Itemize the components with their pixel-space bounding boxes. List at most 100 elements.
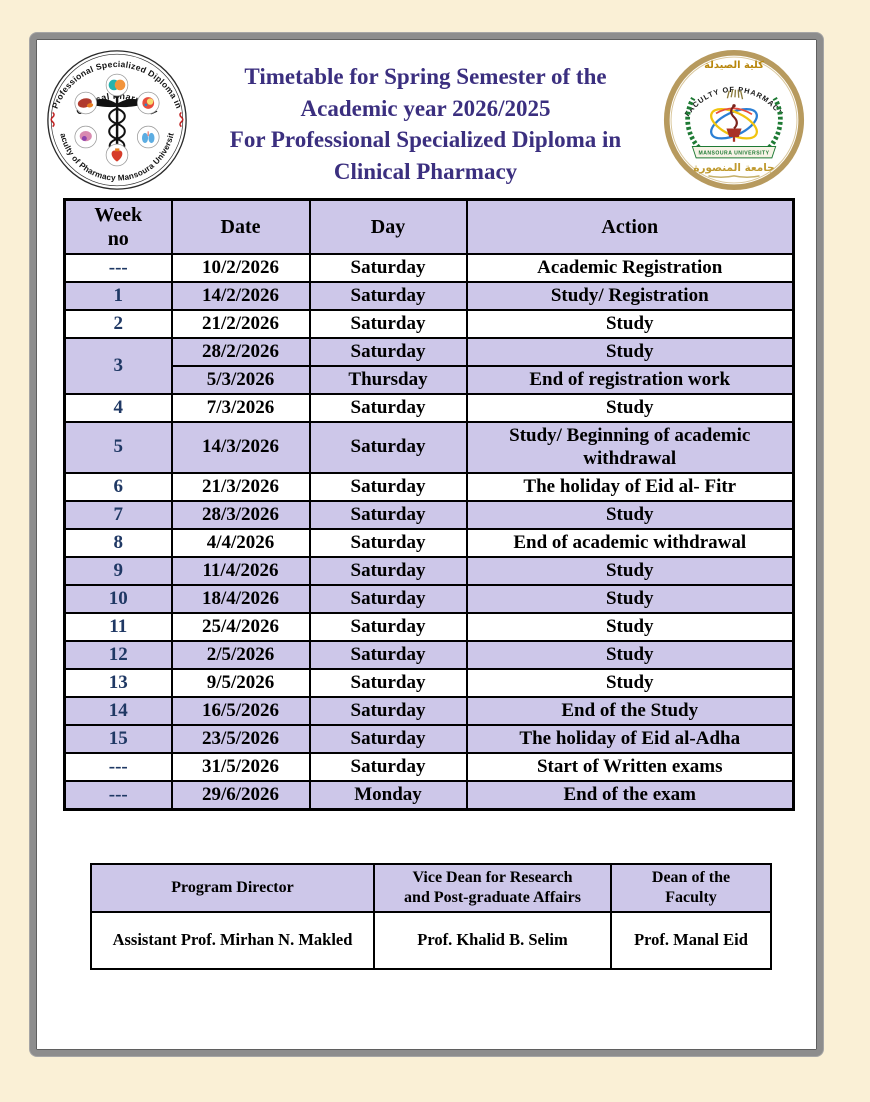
action-cell: Study/ Registration	[465, 280, 795, 311]
date-cell: 7/3/2026	[170, 392, 311, 423]
timetable-row: 7 28/3/2026 Saturday Study	[63, 500, 795, 530]
day-cell: Saturday	[308, 696, 468, 726]
lungs-icon	[136, 125, 160, 149]
date-cell: 23/5/2026	[170, 724, 311, 754]
uterus-icon	[74, 125, 98, 149]
red-flourish-left	[50, 111, 55, 128]
date-cell: 29/6/2026	[170, 779, 311, 811]
week-cell: 8	[63, 528, 173, 558]
week-cell: ---	[63, 252, 173, 283]
action-cell: Academic Registration	[465, 252, 795, 283]
timetable-row: 5 14/3/2026 Saturday Study/ Beginning of ac…	[63, 420, 795, 474]
timetable-row: 14 16/5/2026 Saturday End of the Study	[63, 696, 795, 726]
date-cell: 31/5/2026	[170, 752, 311, 782]
timetable-row: 2 21/2/2026 Saturday Study	[63, 308, 795, 339]
week-cell: 5	[63, 420, 173, 474]
action-cell: Study	[465, 612, 795, 642]
action-cell: Study	[465, 584, 795, 614]
day-cell: Saturday	[308, 392, 468, 423]
timetable-row: 4 7/3/2026 Saturday Study	[63, 392, 795, 423]
day-cell: Saturday	[308, 640, 468, 670]
heart-icon	[105, 143, 129, 167]
week-cell: 7	[63, 500, 173, 530]
date-cell: 28/2/2026	[170, 336, 311, 367]
week-cell: 13	[63, 668, 173, 698]
timetable-row: 1 14/2/2026 Saturday Study/ Registration	[63, 280, 795, 311]
title-line-4: Clinical Pharmacy	[333, 159, 518, 185]
action-cell: Study	[465, 640, 795, 670]
action-cell: Study/ Beginning of academic withdrawal	[465, 420, 795, 474]
brain-icon	[105, 73, 129, 97]
action-cell: Start of Written exams	[465, 752, 795, 782]
action-cell: Study	[465, 392, 795, 423]
date-cell: 21/2/2026	[170, 308, 311, 339]
faculty-logo: كلية الصيدلة FACULTY OF PHARMACY	[663, 49, 805, 191]
week-cell: 6	[63, 472, 173, 502]
timetable-row: 3 28/2/2026 Saturday Study	[63, 336, 795, 395]
timetable-row: 11 25/4/2026 Saturday Study	[63, 612, 795, 642]
university-banner-text: MANSOURA UNIVERSITY	[699, 151, 770, 157]
day-cell: Saturday	[308, 336, 468, 367]
faculty-logo-arabic-top: كلية الصيدلة	[704, 60, 764, 71]
action-cell: End of the exam	[465, 779, 795, 811]
week-cell: 4	[63, 392, 173, 423]
diploma-logo-icon: Professional Specialized Diploma in Clin…	[46, 49, 187, 190]
date-cell: 25/4/2026	[170, 612, 311, 642]
signature-header-row: Program Director Vice Dean for Research …	[90, 862, 772, 913]
signature-title-vice-dean: Vice Dean for Research and Post-graduate…	[373, 862, 612, 913]
day-cell: Saturday	[308, 252, 468, 283]
pharmacy-emblem-icon	[710, 104, 758, 142]
red-flourish-right	[179, 111, 184, 128]
date-cell: 14/3/2026	[170, 420, 311, 474]
action-cell: End of registration work	[465, 364, 795, 395]
day-cell: Saturday	[308, 280, 468, 311]
week-cell: 2	[63, 308, 173, 339]
column-header-action: Action	[465, 198, 795, 255]
day-cell: Saturday	[308, 472, 468, 502]
day-cell: Saturday	[308, 752, 468, 782]
timetable-row: --- 31/5/2026 Saturday Start of Written exa…	[63, 752, 795, 782]
document-header: Professional Specialized Diploma in Clin…	[36, 39, 817, 191]
title-line-2: Academic year 2026/2025	[300, 95, 551, 121]
signature-title-program-director: Program Director	[90, 862, 375, 913]
action-cell: Study	[465, 556, 795, 586]
column-header-date: Date	[170, 198, 311, 255]
date-cell: 21/3/2026	[170, 472, 311, 502]
action-cell: The holiday of Eid al- Fitr	[465, 472, 795, 502]
week-cell: 9	[63, 556, 173, 586]
signature-name-program-director: Assistant Prof. Mirhan N. Makled	[90, 910, 375, 970]
signature-name-vice-dean: Prof. Khalid B. Selim	[373, 910, 612, 970]
document-frame: Professional Specialized Diploma in Clin…	[30, 33, 823, 1056]
action-cell: Study	[465, 668, 795, 698]
faculty-logo-arabic-bottom: جامعة المنصورة	[693, 162, 774, 174]
date-cell: 4/4/2026	[170, 528, 311, 558]
university-banner: MANSOURA UNIVERSITY	[691, 146, 777, 159]
day-cell: Monday	[308, 779, 468, 811]
action-cell: Study	[465, 336, 795, 367]
action-cell: Study	[465, 500, 795, 530]
timetable-row: 12 2/5/2026 Saturday Study	[63, 640, 795, 670]
faculty-logo-icon: كلية الصيدلة FACULTY OF PHARMACY	[663, 49, 805, 191]
date-cell: 16/5/2026	[170, 696, 311, 726]
stomach-icon	[136, 91, 160, 115]
timetable-row: --- 10/2/2026 Saturday Academic Registratio…	[63, 252, 795, 283]
signature-table: Program Director Vice Dean for Research …	[90, 862, 772, 970]
column-header-week: Week no	[63, 198, 173, 255]
date-cell: 2/5/2026	[170, 640, 311, 670]
title-line-1: Timetable for Spring Semester of the	[244, 64, 607, 89]
signature-name-dean: Prof. Manal Eid	[610, 910, 772, 970]
timetable-row: 8 4/4/2026 Saturday End of academic withdra…	[63, 528, 795, 558]
action-cell: The holiday of Eid al-Adha	[465, 724, 795, 754]
day-cell: Saturday	[308, 500, 468, 530]
week-cell: 15	[63, 724, 173, 754]
week-cell: 12	[63, 640, 173, 670]
diploma-logo: Professional Specialized Diploma in Clin…	[46, 49, 188, 191]
timetable: Week no Date Day Action --- 10/2/2026 Satu…	[63, 198, 795, 811]
page-title: Timetable for Spring Semester of the Aca…	[188, 61, 663, 188]
gold-flourish	[708, 175, 760, 179]
date-cell: 28/3/2026	[170, 500, 311, 530]
date-cell: 14/2/2026	[170, 280, 311, 311]
day-cell: Saturday	[308, 420, 468, 474]
day-cell: Saturday	[308, 584, 468, 614]
action-cell: Study	[465, 308, 795, 339]
